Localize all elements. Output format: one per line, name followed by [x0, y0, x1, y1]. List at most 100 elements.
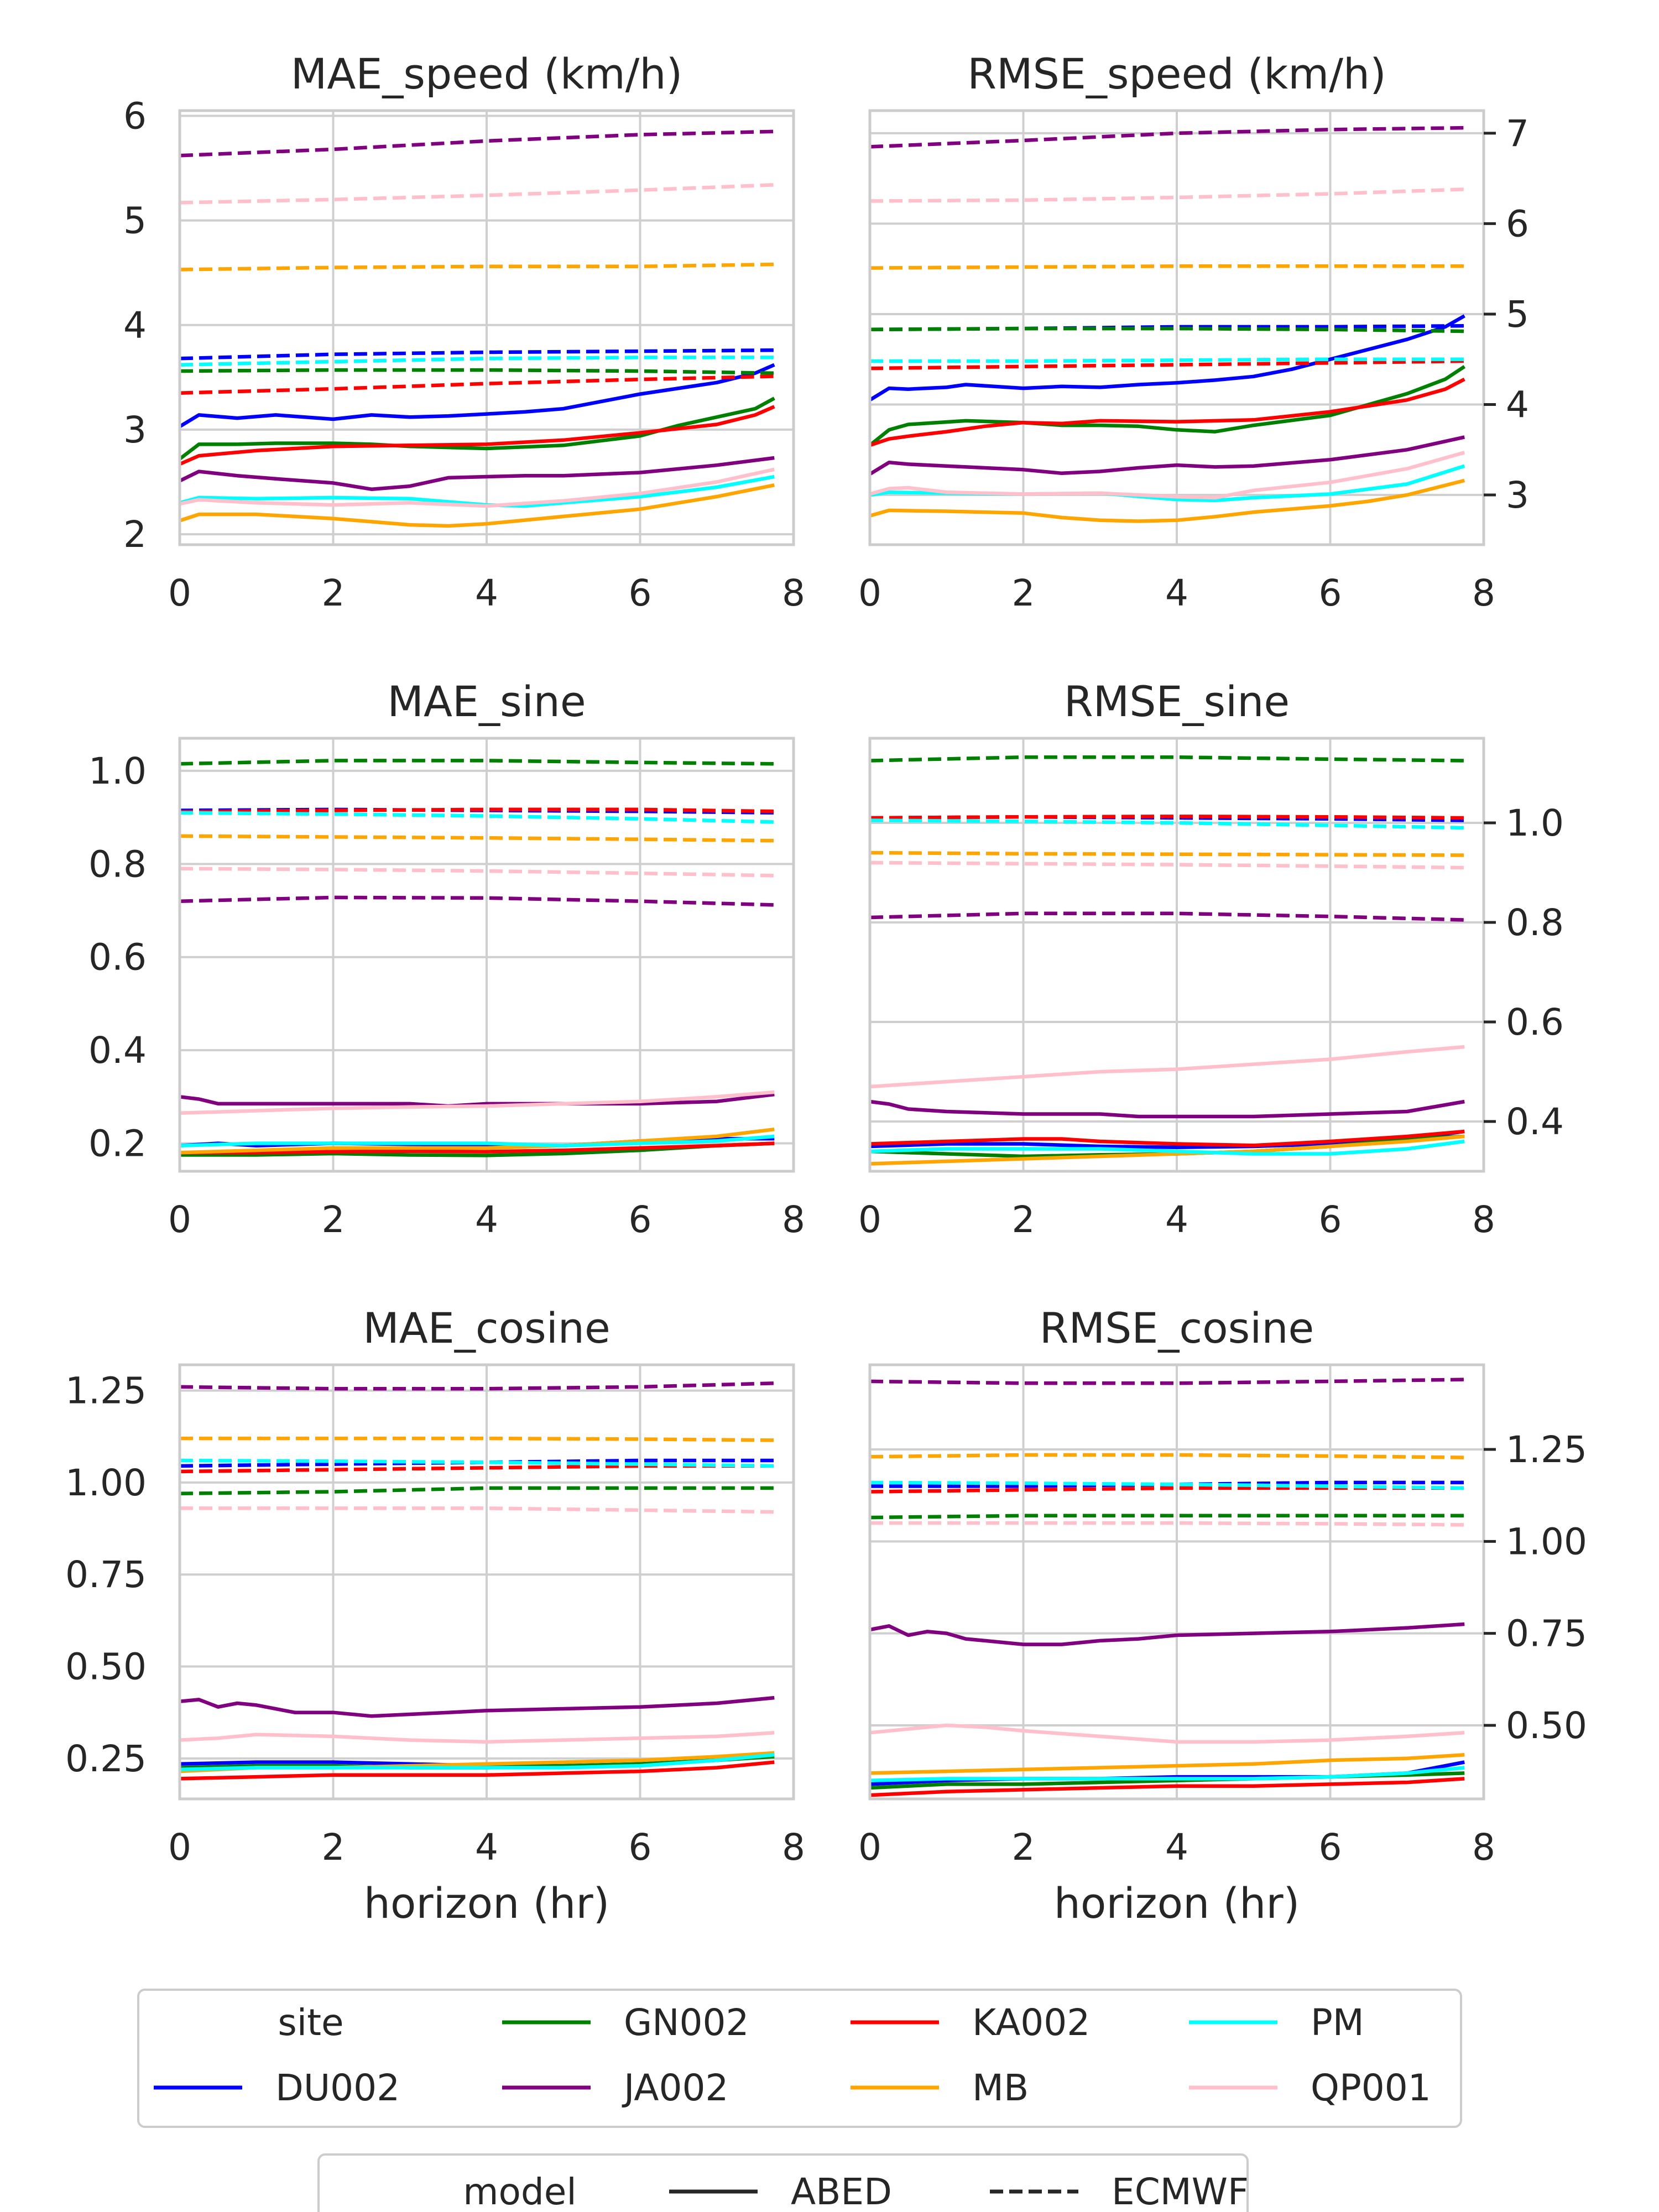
y-tick-label: 0.50	[65, 1646, 147, 1688]
x-tick-label: 2	[322, 1826, 345, 1869]
y-tick-label: 0.75	[65, 1553, 147, 1596]
series-line-ka002-abed	[179, 405, 775, 466]
legend-entry-abed: ABED	[669, 2171, 892, 2212]
x-tick-label: 8	[1472, 1826, 1495, 1869]
subplot-title: MAE_speed (km/h)	[291, 49, 682, 98]
panel-rmse-cosine: RMSE_cosine 0 2 4 6 8 0.50 0.75 1.00 1.25 horizon …	[858, 1303, 1587, 1928]
series-line-qp001-ecmwf	[869, 187, 1465, 203]
series-line-qp001-abed	[869, 1723, 1465, 1744]
series-line-ja002-ecmwf	[179, 129, 775, 158]
x-tick-label: 8	[1472, 1198, 1495, 1241]
series-line-ka002-abed	[180, 1141, 775, 1155]
y-tick-label: 1.0	[1506, 802, 1564, 844]
axes-frame	[178, 1363, 795, 1801]
series-line-ka002-ecmwf	[179, 807, 775, 814]
series-line-qp001-ecmwf	[179, 183, 775, 205]
series-line-pm-abed	[869, 1139, 1465, 1156]
legend-model: model ABED ECMWF	[317, 2153, 1249, 2212]
subplot-title: RMSE_sine	[1064, 677, 1290, 726]
series-line-ka002-ecmwf	[869, 815, 1465, 820]
y-tick-label: 0.75	[1506, 1613, 1587, 1655]
series-line-mb-abed	[179, 483, 775, 528]
series-line-pm-abed	[869, 1766, 1465, 1782]
panel-mae-sine: MAE_sine 0 2 4 6 8 0.2 0.4 0.6 0.8 1.0	[88, 677, 805, 1241]
y-tick-label: 2	[123, 513, 147, 556]
subplot-title: RMSE_speed (km/h)	[967, 49, 1386, 98]
x-tick-label: 0	[168, 572, 191, 614]
series-line-ka002-abed	[869, 1777, 1465, 1797]
series-line-pm-ecmwf	[870, 357, 1465, 363]
x-tick-label: 2	[322, 1198, 345, 1241]
series-line-ja002-ecmwf	[179, 1381, 775, 1391]
legend-entry-pm: PM	[1189, 2001, 1364, 2044]
series-line-gn002-abed	[868, 365, 1466, 447]
x-tick-label: 6	[1319, 1198, 1342, 1241]
axes-frame	[868, 1363, 1485, 1801]
x-tick-label: 8	[782, 1826, 805, 1869]
x-tick-label: 6	[1319, 572, 1342, 614]
series-line-pm-ecmwf	[179, 1458, 775, 1468]
legend-site: site DU002 GN002 KA002 PM JA002 MB QP001	[137, 1989, 1462, 2128]
x-axis-label: horizon (hr)	[364, 1879, 609, 1928]
subplot-title: RMSE_cosine	[1040, 1303, 1314, 1353]
y-tick-label: 3	[123, 409, 147, 451]
y-tick-label: 0.6	[88, 936, 147, 979]
series-line-qp001-ecmwf	[180, 1506, 775, 1514]
series-line-ka002-ecmwf	[179, 374, 775, 395]
series-line-pm-ecmwf	[869, 818, 1465, 830]
legend-site-title: site	[278, 2001, 343, 2044]
series-line-pm-ecmwf	[179, 811, 775, 824]
series-line-ja002-ecmwf	[869, 126, 1465, 149]
series-line-ja002-abed	[179, 1695, 775, 1718]
x-tick-label: 4	[1165, 1198, 1188, 1241]
x-tick-label: 2	[1012, 1198, 1035, 1241]
subplot-title: MAE_sine	[387, 677, 586, 726]
series-line-qp001-abed	[869, 451, 1465, 500]
y-tick-label: 6	[123, 95, 147, 137]
y-tick-label: 0.2	[88, 1122, 147, 1165]
series-line-ja002-abed	[869, 1099, 1465, 1119]
subplot-title: MAE_cosine	[363, 1303, 611, 1353]
series-line-qp001-abed	[179, 1090, 775, 1115]
axes-frame	[178, 737, 795, 1173]
series-line-mb-ecmwf	[179, 834, 775, 843]
axes-frame	[178, 109, 795, 546]
legend-entry-ka002: KA002	[851, 2001, 1090, 2044]
series-line-ja002-abed	[179, 456, 775, 491]
legend-entry-ja002: JA002	[502, 2067, 728, 2109]
x-tick-label: 8	[782, 1198, 805, 1241]
series-line-pm-abed	[869, 464, 1465, 503]
legend-label: GN002	[624, 2001, 749, 2044]
y-tick-label: 0.8	[88, 843, 147, 885]
series-line-ka002-ecmwf	[869, 359, 1465, 371]
series-line-qp001-ecmwf	[869, 860, 1465, 870]
series-line-du002-ecmwf	[179, 1458, 775, 1468]
x-tick-label: 4	[1165, 1826, 1188, 1869]
x-tick-label: 0	[168, 1198, 191, 1241]
series-line-ja002-ecmwf	[869, 911, 1465, 922]
legend-label: ECMWF	[1112, 2171, 1249, 2212]
legend-label: PM	[1311, 2001, 1364, 2044]
y-tick-label: 4	[1506, 384, 1529, 426]
y-tick-label: 7	[1506, 112, 1529, 155]
y-tick-label: 4	[123, 304, 147, 347]
series-line-gn002-ecmwf	[869, 1514, 1465, 1520]
x-tick-label: 2	[322, 572, 345, 614]
y-tick-label: 0.6	[1506, 1001, 1564, 1044]
x-tick-label: 8	[782, 572, 805, 614]
series-line-gn002-ecmwf	[179, 759, 775, 766]
series-line-qp001-abed	[869, 1045, 1465, 1089]
series-line-pm-ecmwf	[869, 1480, 1465, 1490]
y-tick-label: 6	[1506, 202, 1529, 245]
series-line-du002-abed	[869, 314, 1465, 402]
x-axis-label: horizon (hr)	[1054, 1879, 1300, 1928]
x-tick-label: 8	[1472, 572, 1495, 614]
y-tick-label: 0.4	[88, 1029, 147, 1072]
series-line-mb-ecmwf	[869, 851, 1465, 857]
x-tick-label: 4	[475, 1826, 498, 1869]
legend-model-title: model	[463, 2171, 577, 2212]
legend-entry-du002: DU002	[154, 2067, 400, 2109]
y-tick-label: 5	[1506, 293, 1529, 336]
